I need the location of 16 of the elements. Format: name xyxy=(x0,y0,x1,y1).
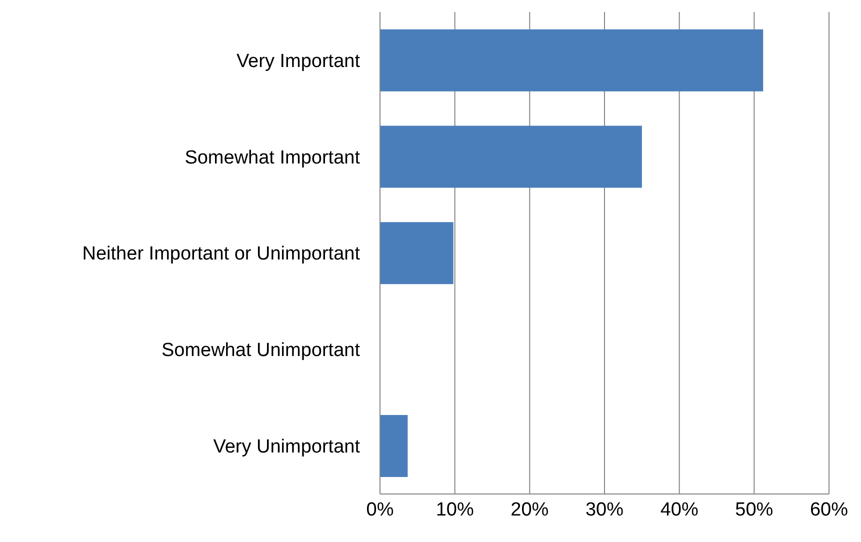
y-tick-label: Very Important xyxy=(236,50,361,72)
x-tick-label: 40% xyxy=(660,499,698,520)
x-tick-label: 10% xyxy=(436,499,474,520)
x-tick-label: 60% xyxy=(810,499,848,520)
y-tick-label: Very Unimportant xyxy=(213,436,361,458)
x-tick-label: 50% xyxy=(735,499,774,520)
bar xyxy=(380,126,642,188)
y-tick-label: Neither Important or Unimportant xyxy=(82,244,361,265)
bar xyxy=(380,414,408,477)
y-tick-label: Somewhat Unimportant xyxy=(161,340,361,362)
y-tick-label: Somewhat Important xyxy=(184,147,361,168)
bar xyxy=(380,29,764,92)
x-tick-label: 0% xyxy=(366,499,394,520)
x-tick-label: 30% xyxy=(585,499,624,520)
x-tick-label: 20% xyxy=(510,499,549,520)
bar xyxy=(380,222,454,284)
